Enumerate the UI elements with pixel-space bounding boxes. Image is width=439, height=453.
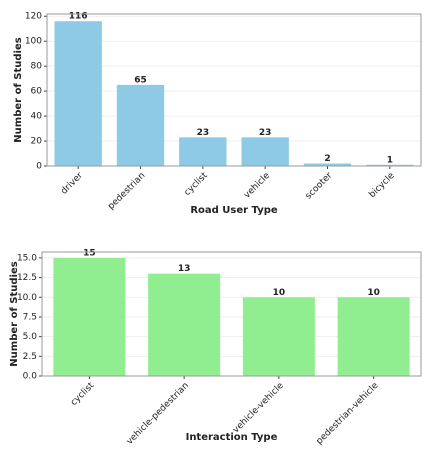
x-tick-label: vehicle-pedestrian xyxy=(125,381,191,447)
bar xyxy=(54,21,102,166)
y-tick-label: 15.0 xyxy=(17,253,37,263)
bar xyxy=(337,297,410,376)
y-tick-label: 80 xyxy=(31,62,43,72)
y-axis-title: Number of Studies xyxy=(13,37,24,142)
y-tick-label: 2.5 xyxy=(23,352,37,362)
value-label: 23 xyxy=(197,128,210,138)
value-label: 1 xyxy=(387,155,393,165)
axes-frame xyxy=(41,251,422,377)
value-label: 65 xyxy=(134,75,147,85)
y-axis-title: Number of Studies xyxy=(9,261,20,366)
value-label: 10 xyxy=(273,288,286,298)
x-tick-label: vehicle xyxy=(242,170,272,200)
axes-frame xyxy=(46,13,422,167)
bar xyxy=(242,297,315,376)
x-axis-title: Road User Type xyxy=(190,205,278,216)
y-tick-label: 100 xyxy=(25,37,42,47)
y-tick-label: 10.0 xyxy=(17,293,37,303)
value-label: 2 xyxy=(324,154,330,164)
x-tick-label: cyclist xyxy=(183,170,211,198)
y-tick-label: 12.5 xyxy=(17,273,37,283)
x-tick-label: pedestrian xyxy=(106,171,147,212)
y-tick-label: 120 xyxy=(25,12,42,22)
x-tick-label: vehicle-vehicle xyxy=(231,380,286,435)
y-tick-label: 0.0 xyxy=(23,372,38,382)
value-label: 13 xyxy=(178,264,191,274)
x-tick-label: pedestrian-vehicle xyxy=(315,380,381,446)
bar xyxy=(53,257,126,376)
value-label: 10 xyxy=(367,288,380,298)
y-tick-label: 60 xyxy=(31,87,43,97)
bar xyxy=(148,273,221,376)
x-tick-label: bicycle xyxy=(367,170,397,200)
bar xyxy=(116,84,165,166)
y-tick-label: 5.0 xyxy=(23,332,38,342)
x-tick-label: driver xyxy=(59,171,85,197)
bar xyxy=(366,164,414,166)
value-label: 15 xyxy=(83,248,96,258)
bar xyxy=(179,137,227,166)
value-label: 23 xyxy=(259,128,272,138)
x-tick-label: scooter xyxy=(304,171,335,202)
y-tick-label: 20 xyxy=(31,137,43,147)
x-tick-label: cyclist xyxy=(69,380,97,408)
value-label: 116 xyxy=(69,12,88,22)
bar xyxy=(241,137,289,166)
x-axis-title: Interaction Type xyxy=(186,432,278,443)
y-tick-label: 7.5 xyxy=(23,312,37,322)
y-tick-label: 0 xyxy=(36,162,42,172)
bar xyxy=(303,163,352,166)
y-tick-label: 40 xyxy=(31,112,43,122)
